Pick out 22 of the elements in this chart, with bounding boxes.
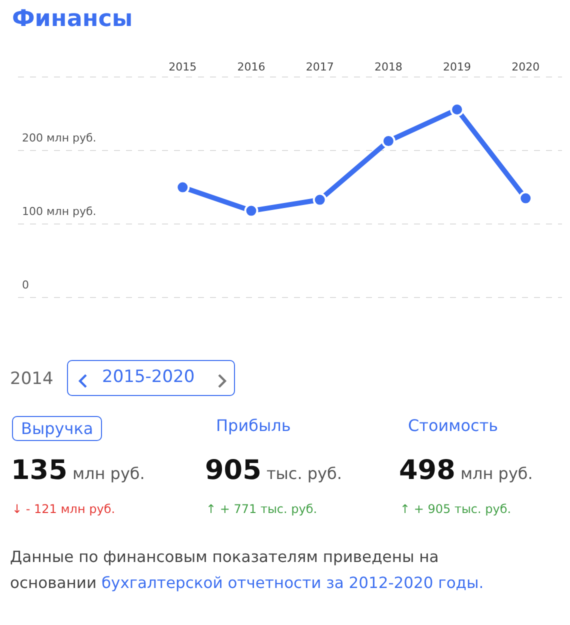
x-tick-label: 2015 [168,60,197,74]
text: 2014 [10,369,54,389]
text: 905 тыс. руб. [205,455,342,486]
text: 135 млн руб. [11,455,145,486]
x-tick-label: 2020 [512,60,540,74]
chart-title: Финансы [12,6,133,32]
text: 2015-2020 [102,367,195,387]
y-tick-label: 200 млн руб. [22,131,96,144]
x-tick-label: 2018 [374,60,402,74]
text: ↑ + 905 тыс. руб. [400,502,512,516]
text: бухгалтерской отчетности за 2012-2020 годы. [101,574,484,592]
text: Прибыль [216,416,291,435]
x-tick-label: 2016 [237,60,266,74]
x-tick-label: 2017 [306,60,334,74]
text: Стоимость [408,416,498,435]
x-tick-label: 2019 [443,60,472,74]
text: ↓ - 121 млн руб. [12,502,116,516]
y-tick-label: 0 [22,278,29,292]
y-tick-label: 100 млн руб. [22,204,96,218]
text: Выручка [12,416,102,441]
text: ↑ + 771 тыс. руб. [206,502,318,516]
text: 498 млн руб. [399,455,533,486]
